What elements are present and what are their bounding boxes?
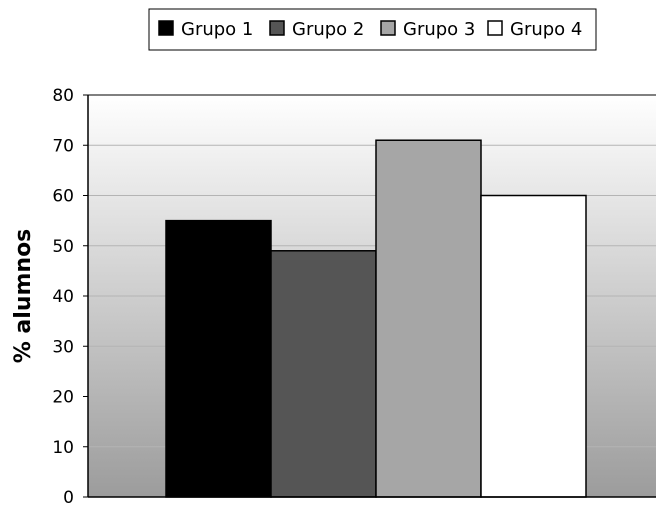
legend-swatch [269,20,285,36]
legend-label: Grupo 3 [403,19,475,40]
y-tick-label: 0 [63,488,74,506]
legend-label: Grupo 1 [181,19,253,40]
y-tick-label: 50 [52,237,74,257]
bar-grupo-2 [270,250,377,498]
y-tick-label: 30 [52,337,74,357]
bar-grupo-1 [165,219,272,498]
bar-grupo-3 [375,139,482,498]
y-tick-label: 10 [52,438,74,458]
y-tick-label: 80 [52,86,74,106]
bars [165,139,587,498]
bar-grupo-4 [480,194,587,498]
legend-label: Grupo 2 [292,19,364,40]
legend: Grupo 1 Grupo 2 Grupo 3 Grupo 4 [148,8,597,51]
y-axis-ticks: 0 10 20 30 40 50 60 70 80 [52,86,88,506]
y-tick-label: 20 [52,388,74,408]
legend-swatch [487,20,503,36]
y-tick-label: 70 [52,136,74,156]
y-tick-label: 60 [52,187,74,207]
legend-label: Grupo 4 [510,19,582,40]
y-tick-label: 40 [52,287,74,307]
legend-swatch [158,20,174,36]
y-axis-label: % alumnos [11,229,36,364]
legend-box [148,8,597,51]
legend-swatch [380,20,396,36]
